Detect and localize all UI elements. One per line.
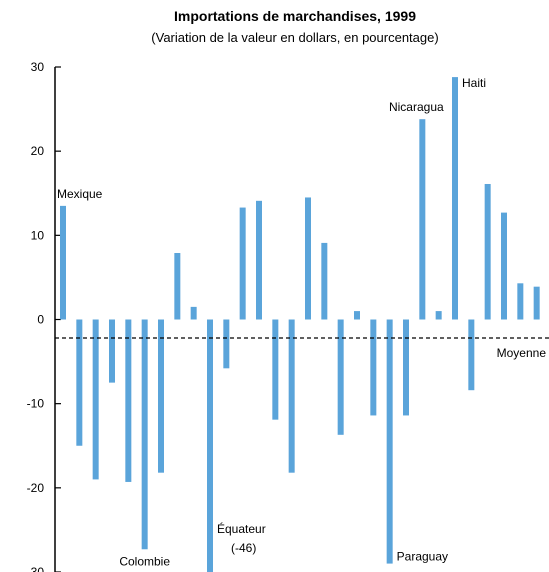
bars [60, 77, 540, 572]
bar-annotation-value: (-46) [231, 541, 256, 555]
y-axis: 30 20 10 0 -10 -20 -30 [27, 60, 61, 572]
bar [190, 306, 197, 320]
bar [386, 319, 393, 564]
bar [256, 200, 262, 320]
bar [158, 319, 164, 473]
bar-annotation: Paraguay [397, 550, 448, 564]
bar [125, 319, 132, 482]
chart-title: Importations de marchandises, 1999 [174, 8, 416, 24]
annotations: Mexique Colombie Équateur (-46) Paraguay Nica… [57, 76, 486, 568]
y-tick-label: 20 [31, 144, 45, 158]
bar-annotation: Nicaragua [389, 100, 444, 114]
bar [354, 311, 360, 320]
bar [174, 253, 181, 320]
y-tick-label: 10 [31, 228, 45, 242]
bar [370, 319, 377, 416]
bar [305, 197, 311, 320]
bar [60, 205, 66, 320]
bar [435, 311, 442, 320]
bar [403, 319, 409, 416]
bar [272, 319, 279, 420]
y-tick-label: -20 [27, 481, 45, 495]
average-line-group: Moyenne [55, 337, 549, 360]
bar [452, 77, 458, 320]
bar [207, 319, 213, 572]
bar [223, 319, 230, 369]
y-tick-label: 0 [37, 313, 44, 327]
bar [141, 319, 148, 550]
bar-annotation: Équateur [217, 521, 266, 536]
bar [533, 286, 540, 320]
bar [337, 319, 344, 435]
bar [239, 207, 246, 320]
chart-subtitle: (Variation de la valeur en dollars, en p… [151, 30, 438, 45]
bar [288, 319, 295, 473]
bar [484, 183, 491, 320]
bar [501, 212, 507, 320]
bar [468, 319, 475, 391]
bar-annotation: Mexique [57, 187, 103, 201]
bar-annotation: Colombie [119, 554, 170, 568]
bar [517, 283, 524, 320]
y-tick-label: 30 [31, 60, 45, 74]
bar-annotation: Haiti [462, 76, 486, 90]
y-tick-label: -10 [27, 397, 45, 411]
bar [321, 242, 328, 320]
bar [109, 319, 115, 383]
average-label: Moyenne [497, 346, 547, 360]
bar [76, 319, 83, 446]
bar [92, 319, 99, 480]
y-tick-label: -30 [27, 565, 45, 572]
bar [419, 119, 426, 320]
